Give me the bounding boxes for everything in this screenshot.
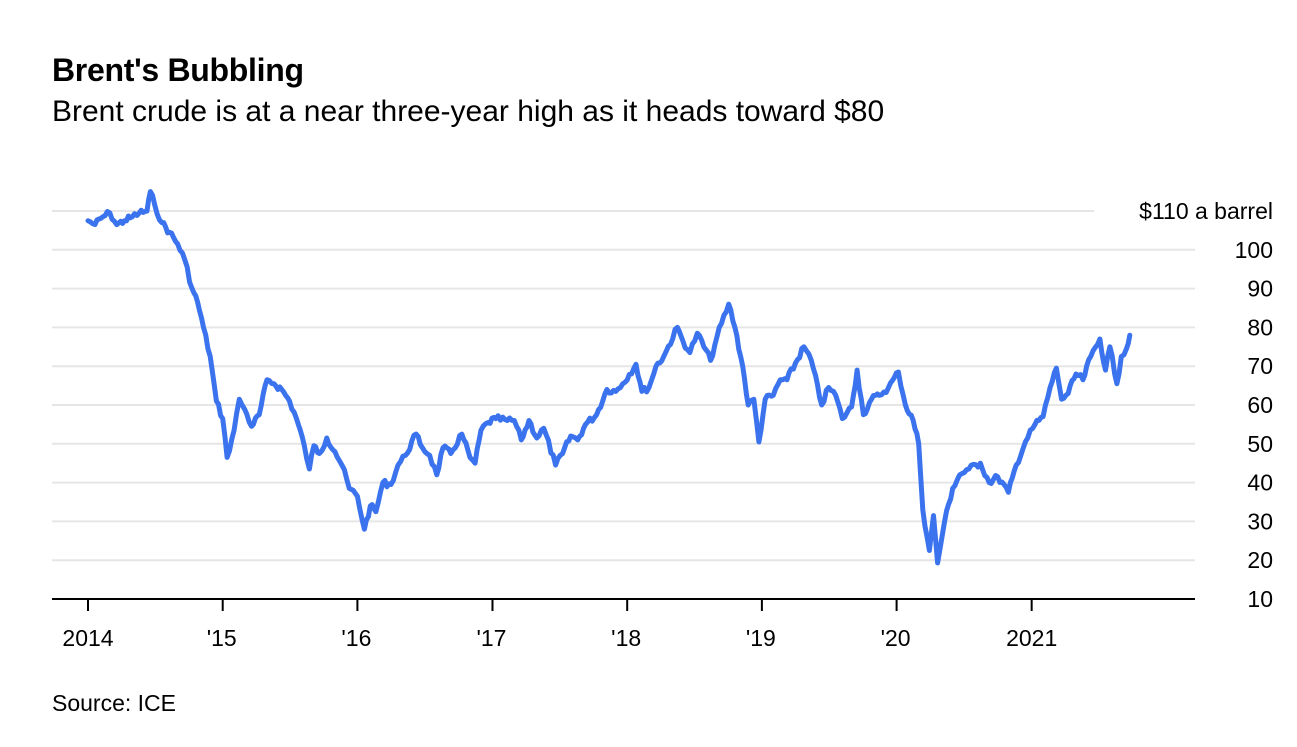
y-axis: 10 20 30 40 50 60 70 80 90 100 $110 a barrel bbox=[1139, 198, 1273, 612]
x-tick-label: 2021 bbox=[1006, 625, 1057, 651]
x-axis: 2014 '15 '16 '17 '18 '19 '20 2021 bbox=[52, 598, 1195, 651]
series-group bbox=[85, 189, 1133, 566]
y-tick-label: 90 bbox=[1247, 276, 1273, 302]
y-tick-label: 50 bbox=[1247, 431, 1273, 457]
y-tick-label: 30 bbox=[1247, 508, 1273, 534]
source-note: Source: ICE bbox=[52, 690, 176, 716]
y-tick-label: 40 bbox=[1247, 470, 1273, 496]
x-tick-label: '19 bbox=[746, 625, 776, 651]
chart-title: Brent's Bubbling bbox=[52, 52, 304, 88]
y-tick-label: 20 bbox=[1247, 547, 1273, 573]
x-tick-label: '18 bbox=[611, 625, 641, 651]
y-tick-label: 10 bbox=[1247, 586, 1273, 612]
x-tick-label: '17 bbox=[476, 625, 506, 651]
x-tick-label: '16 bbox=[341, 625, 371, 651]
x-tick-label: '15 bbox=[207, 625, 237, 651]
y-tick-label: 80 bbox=[1247, 314, 1273, 340]
series-line-brent bbox=[85, 189, 1133, 566]
x-tick-label: 2014 bbox=[62, 625, 113, 651]
x-tick-label: '20 bbox=[881, 625, 911, 651]
y-tick-label: 70 bbox=[1247, 353, 1273, 379]
chart-subtitle: Brent crude is at a near three-year high… bbox=[52, 95, 885, 128]
y-tick-label: 100 bbox=[1235, 237, 1273, 263]
y-unit-label: $110 a barrel bbox=[1139, 198, 1273, 224]
y-tick-label: 60 bbox=[1247, 392, 1273, 418]
